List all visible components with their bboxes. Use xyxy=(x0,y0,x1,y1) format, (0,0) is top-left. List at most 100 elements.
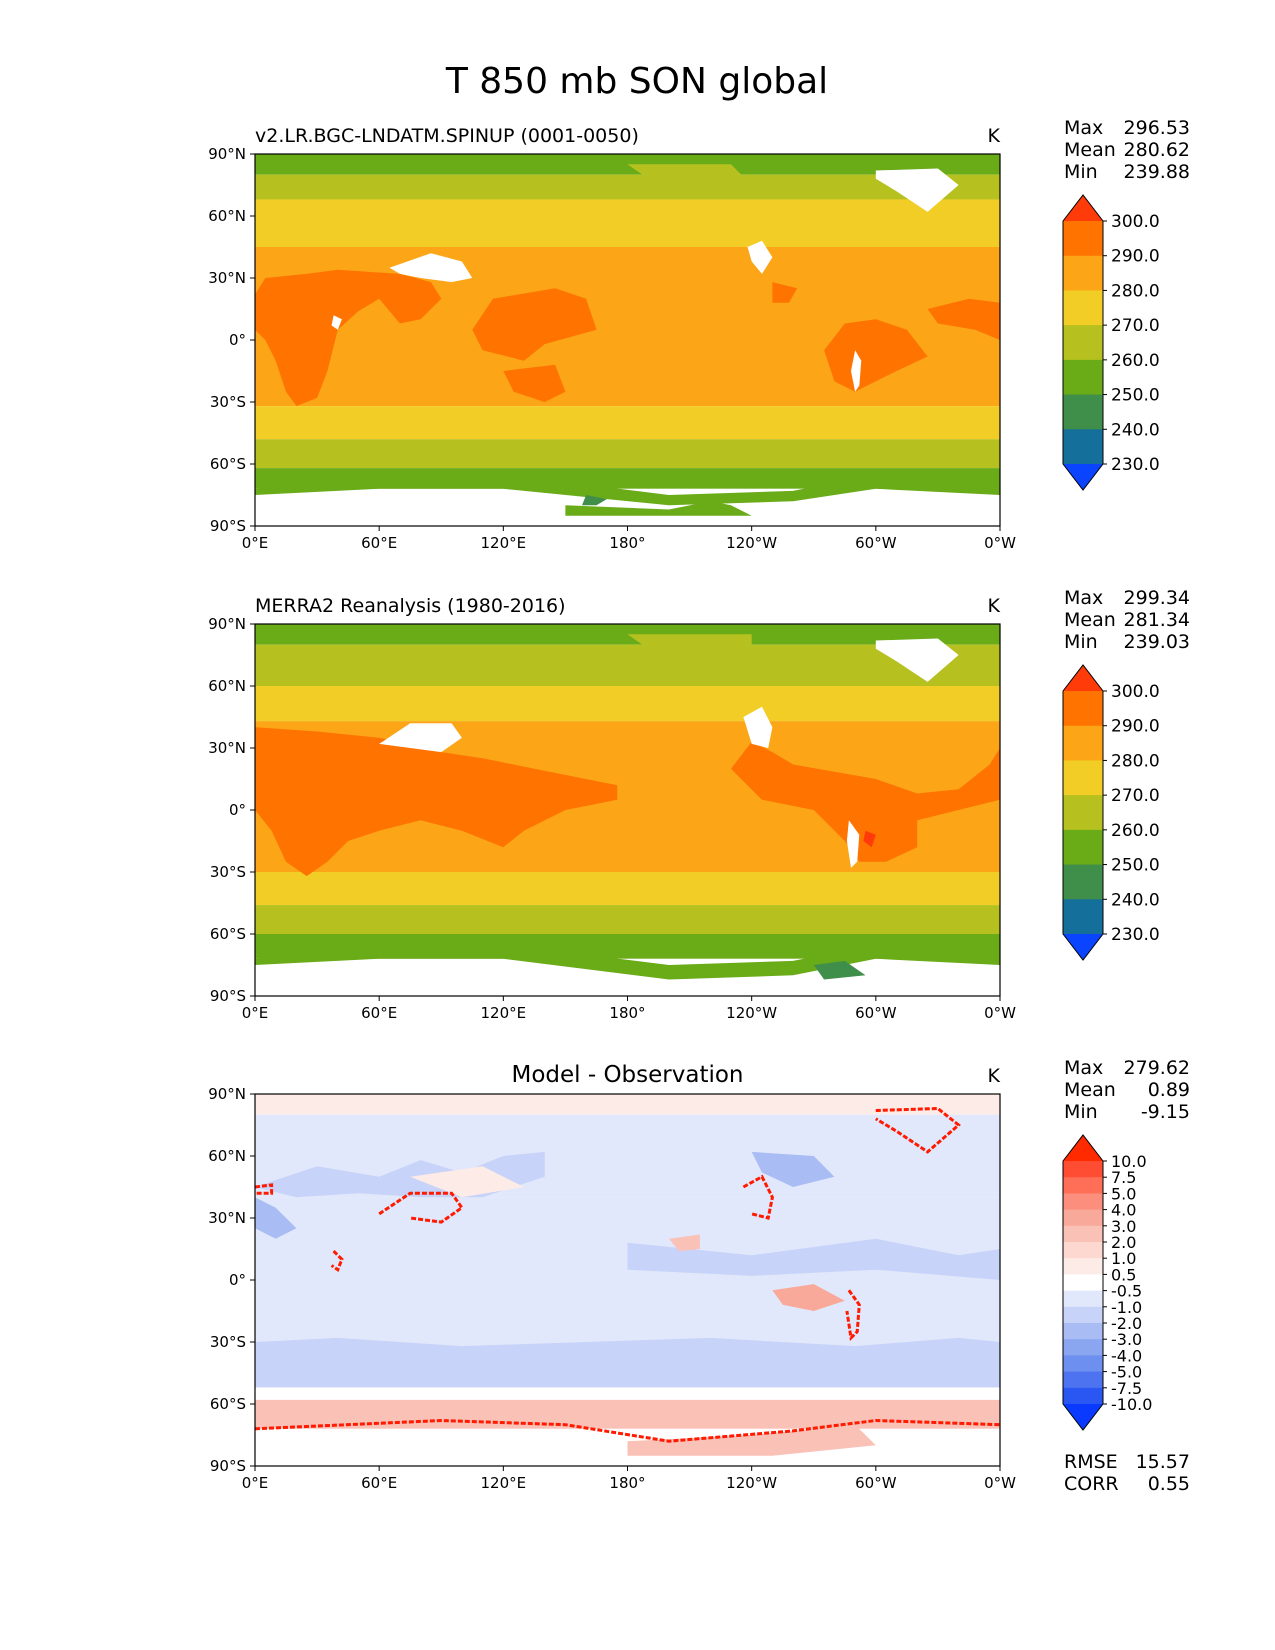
colorbar-extend-min xyxy=(1063,464,1103,490)
field-region xyxy=(751,1151,835,1187)
field-band xyxy=(255,905,1000,934)
large-difference-contour xyxy=(742,1174,774,1220)
y-tick-label: 90°N xyxy=(208,145,246,163)
field-region xyxy=(851,350,862,392)
colorbar-tick-label: 2.0 xyxy=(1111,1233,1136,1252)
metric-value: 0.55 xyxy=(1148,1473,1190,1495)
field-region xyxy=(255,727,618,877)
large-difference-contour xyxy=(875,1106,961,1154)
colorbar-tick-label: -2.0 xyxy=(1111,1314,1142,1333)
colorbar-tick-label: -4.0 xyxy=(1111,1346,1142,1365)
colorbar-segment xyxy=(1063,325,1103,361)
y-tick-label: 90°S xyxy=(210,987,246,1005)
colorbar-tick-label: -3.0 xyxy=(1111,1330,1142,1349)
stat-label: Mean xyxy=(1064,609,1116,631)
map-field xyxy=(255,154,1000,526)
x-tick-label: 120°W xyxy=(726,534,777,552)
x-tick-label: 180° xyxy=(609,1474,645,1492)
field-band xyxy=(255,686,1000,722)
y-tick-label: 60°N xyxy=(208,1147,246,1165)
colorbar-tick-label: 270.0 xyxy=(1111,316,1160,336)
field-region xyxy=(627,634,752,649)
colorbar-extend-min xyxy=(1063,934,1103,960)
field-region xyxy=(582,495,607,506)
colorbar-extend-max xyxy=(1063,195,1103,221)
metric-value: 15.57 xyxy=(1136,1451,1190,1473)
colorbar-tick-label: 230.0 xyxy=(1111,925,1160,945)
colorbar-extend-max xyxy=(1063,665,1103,691)
colorbar-tick-label: -1.0 xyxy=(1111,1298,1142,1317)
colorbar-tick-label: -0.5 xyxy=(1111,1282,1142,1301)
x-tick-label: 120°E xyxy=(481,1004,527,1022)
stat-value: 299.34 xyxy=(1124,587,1190,609)
metric-label: RMSE xyxy=(1064,1451,1118,1473)
colorbar-segment xyxy=(1063,1225,1103,1243)
stat-value: 239.03 xyxy=(1124,631,1190,653)
colorbar-tick-label: -10.0 xyxy=(1111,1395,1152,1414)
x-tick-label: 120°W xyxy=(726,1474,777,1492)
colorbar-tick-label: 3.0 xyxy=(1111,1217,1136,1236)
panel-diff: 0°E 60°E 120°E 180° 120°W 60°W 0°W 90°N 60°N 30°N… xyxy=(208,1057,1190,1495)
stat-value: 239.88 xyxy=(1124,161,1190,183)
x-tick-label: 60°E xyxy=(361,1474,397,1492)
colorbar-segment xyxy=(1063,394,1103,430)
field-band xyxy=(255,154,1000,175)
field-region xyxy=(331,315,342,330)
colorbar-segment xyxy=(1063,1339,1103,1356)
colorbar-segment xyxy=(1063,795,1103,831)
x-tick-label: 0°W xyxy=(984,1474,1016,1492)
field-region xyxy=(813,960,866,980)
panel-title: Model - Observation xyxy=(511,1062,743,1088)
stat-label: Min xyxy=(1064,1101,1098,1123)
y-tick-label: 60°S xyxy=(210,455,246,473)
stat-label: Mean xyxy=(1064,139,1116,161)
colorbar-tick-label: 260.0 xyxy=(1111,821,1160,841)
field-region xyxy=(927,298,1000,340)
colorbar-extend-max xyxy=(1063,1135,1103,1161)
x-tick-label: 0°E xyxy=(242,1474,269,1492)
stat-value: 281.34 xyxy=(1124,609,1190,631)
field-region xyxy=(875,638,959,682)
y-tick-label: 60°N xyxy=(208,207,246,225)
colorbar-tick-label: 290.0 xyxy=(1111,717,1160,737)
stat-label: Min xyxy=(1064,631,1098,653)
colorbar-segment xyxy=(1063,1209,1103,1227)
x-tick-label: 0°W xyxy=(984,534,1016,552)
colorbar-segment xyxy=(1063,864,1103,900)
field-band xyxy=(255,1387,1000,1400)
panel-test: 0°E 60°E 120°E 180° 120°W 60°W 0°W 90°N 60°N 30°N… xyxy=(208,117,1190,552)
stat-label: Min xyxy=(1064,161,1098,183)
colorbar-tick-label: 230.0 xyxy=(1111,455,1160,475)
field-band xyxy=(255,624,1000,645)
colorbar-tick-label: 260.0 xyxy=(1111,351,1160,371)
y-tick-label: 90°S xyxy=(210,1457,246,1475)
field-region xyxy=(255,269,442,407)
field-region xyxy=(503,364,566,402)
field-band xyxy=(255,1197,1000,1363)
colorbar-extend-min xyxy=(1063,1404,1103,1430)
stat-value: 279.62 xyxy=(1124,1057,1190,1079)
colorbar-tick-label: 0.5 xyxy=(1111,1265,1136,1284)
y-tick-label: 0° xyxy=(229,801,246,819)
units-label: K xyxy=(988,125,1001,147)
x-tick-label: 60°E xyxy=(361,534,397,552)
colorbar: 10.07.55.04.03.02.01.00.5-0.5-1.0-2.0-3.… xyxy=(1062,1134,1152,1431)
units-label: K xyxy=(988,595,1001,617)
field-band xyxy=(255,1399,1000,1429)
large-difference-contour xyxy=(255,1418,1000,1443)
colorbar-segment xyxy=(1063,1290,1103,1308)
colorbar-tick-label: 300.0 xyxy=(1111,682,1160,702)
colorbar-segment xyxy=(1063,691,1103,727)
y-tick-label: 0° xyxy=(229,1271,246,1289)
x-tick-label: 120°E xyxy=(481,1474,527,1492)
colorbar-segment xyxy=(1063,1306,1103,1324)
field-region xyxy=(846,820,860,868)
stat-value: -9.15 xyxy=(1141,1101,1190,1123)
y-tick-label: 90°N xyxy=(208,1085,246,1103)
stat-value: 296.53 xyxy=(1124,117,1190,139)
field-region xyxy=(875,168,959,212)
field-region xyxy=(863,830,876,848)
field-region xyxy=(772,282,798,303)
field-region xyxy=(255,474,1000,506)
colorbar-tick-label: -5.0 xyxy=(1111,1363,1142,1382)
